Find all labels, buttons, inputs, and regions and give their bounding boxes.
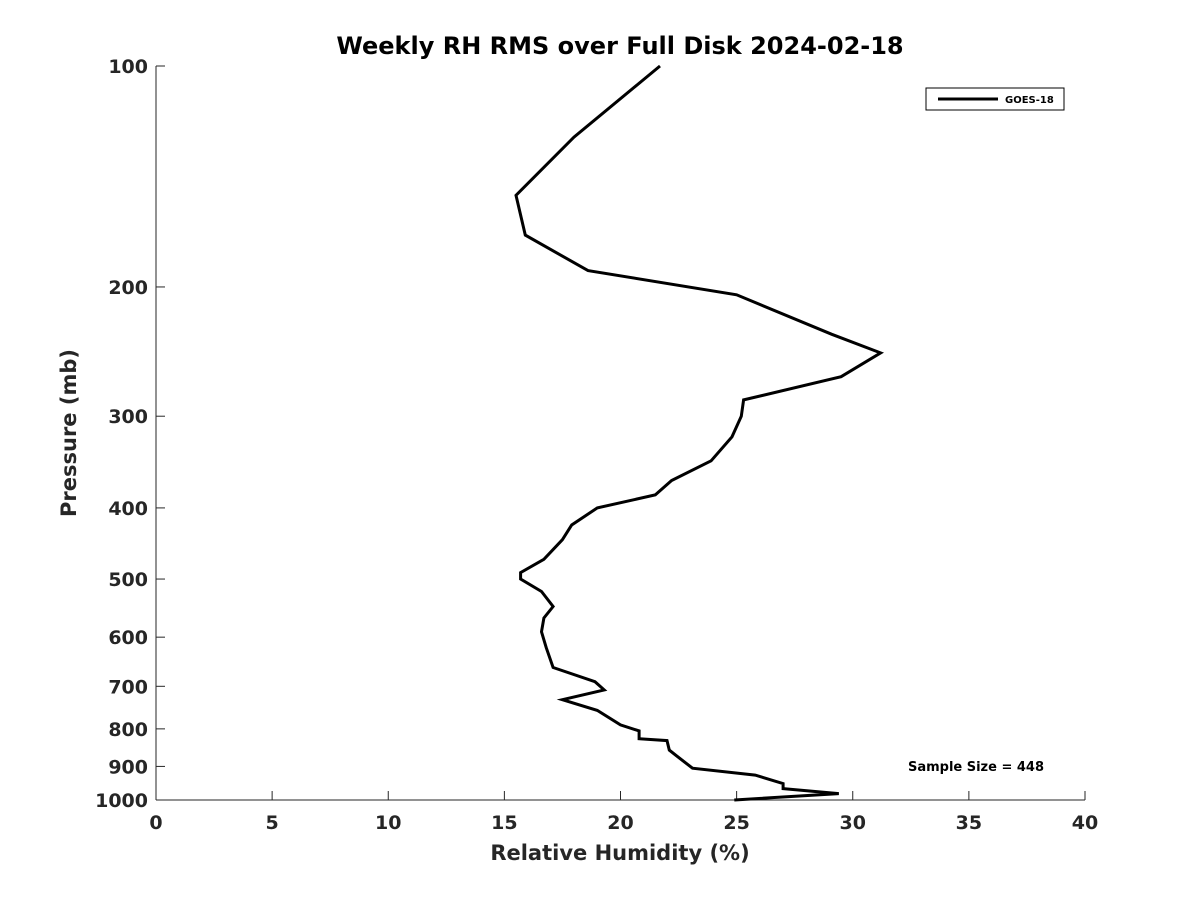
legend-entry: GOES-18	[1005, 95, 1054, 106]
x-tick-label: 10	[375, 812, 401, 834]
y-tick-label: 300	[108, 406, 148, 428]
x-tick-label: 5	[266, 812, 279, 834]
chart-title: Weekly RH RMS over Full Disk 2024-02-18	[336, 32, 903, 60]
x-axis-ticks: 0 5 10 15 20 25 30 35 40	[149, 791, 1098, 834]
y-axis-ticks: 100 200 300 400 500 600 700 800 900 1000	[95, 56, 165, 812]
x-tick-label: 30	[840, 812, 866, 834]
y-tick-label: 1000	[95, 790, 148, 812]
x-tick-label: 40	[1072, 812, 1098, 834]
y-tick-label: 900	[108, 756, 148, 778]
y-tick-label: 400	[108, 498, 148, 520]
x-tick-label: 20	[607, 812, 633, 834]
x-tick-label: 25	[723, 812, 749, 834]
x-tick-label: 0	[149, 812, 162, 834]
x-tick-label: 15	[491, 812, 517, 834]
series-line-goes-18	[514, 64, 885, 802]
y-tick-label: 100	[108, 56, 148, 78]
y-tick-label: 800	[108, 719, 148, 741]
series-lines	[514, 64, 885, 802]
y-tick-label: 600	[108, 627, 148, 649]
y-axis-label: Pressure (mb)	[57, 349, 81, 517]
x-tick-label: 35	[956, 812, 982, 834]
plot-axes	[155, 66, 1085, 801]
x-axis-label: Relative Humidity (%)	[490, 841, 749, 865]
y-tick-label: 700	[108, 676, 148, 698]
sample-size-annotation: Sample Size = 448	[908, 760, 1044, 775]
legend: GOES-18	[925, 87, 1065, 111]
y-tick-label: 500	[108, 569, 148, 591]
y-tick-label: 200	[108, 277, 148, 299]
